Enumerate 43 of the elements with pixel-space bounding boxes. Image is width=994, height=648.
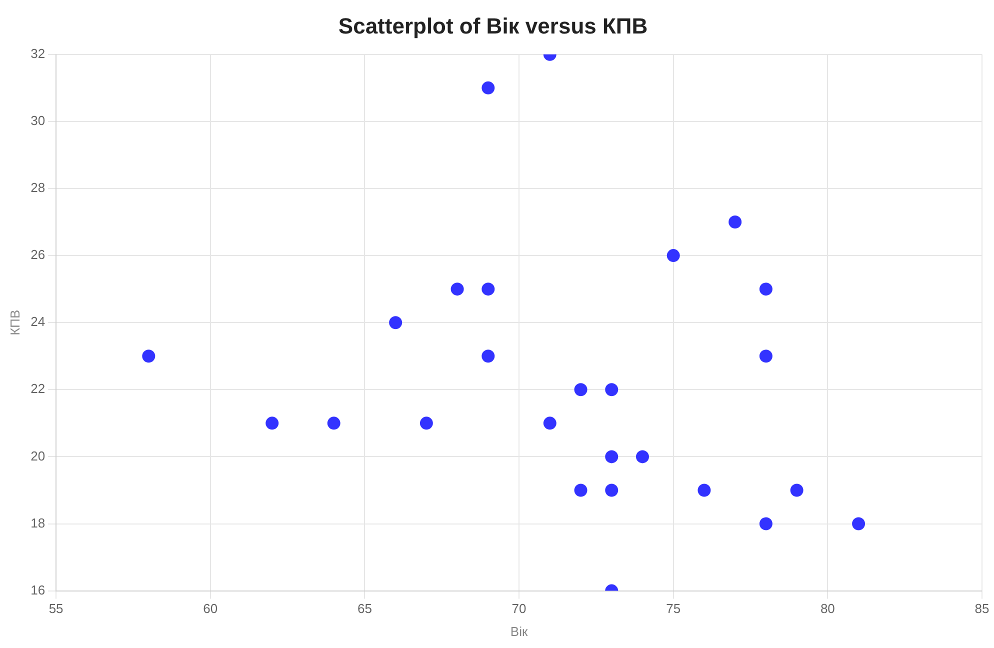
y-tick-label: 16 bbox=[30, 582, 46, 598]
point bbox=[759, 350, 772, 363]
point bbox=[666, 249, 680, 262]
y-tick-label: 28 bbox=[30, 180, 46, 196]
point bbox=[698, 484, 711, 497]
x-tick-label: 55 bbox=[48, 601, 64, 616]
y-tick-label: 24 bbox=[30, 314, 46, 330]
point bbox=[605, 484, 618, 497]
point bbox=[728, 216, 742, 229]
point bbox=[759, 282, 772, 296]
x-tick-label: 60 bbox=[203, 601, 218, 616]
y-tick-label: 18 bbox=[30, 515, 46, 530]
x-tick-label: 75 bbox=[666, 601, 681, 616]
point bbox=[605, 450, 618, 464]
point bbox=[482, 81, 495, 94]
point bbox=[450, 282, 464, 296]
y-tick-label: 32 bbox=[30, 46, 46, 61]
point bbox=[327, 416, 340, 430]
y-tick-label: 30 bbox=[30, 113, 46, 128]
point bbox=[759, 517, 772, 530]
x-tick-label: 70 bbox=[512, 601, 526, 616]
y-tick-label: 26 bbox=[30, 247, 46, 262]
point bbox=[852, 517, 866, 530]
y-tick-label: 20 bbox=[30, 448, 46, 464]
point bbox=[543, 416, 556, 430]
x-tick-label: 65 bbox=[357, 601, 372, 616]
x-tick-label: 80 bbox=[820, 601, 835, 616]
point bbox=[482, 282, 495, 296]
x-axis-title: Вік bbox=[510, 624, 528, 639]
point bbox=[790, 484, 804, 497]
y-tick-label: 22 bbox=[30, 381, 46, 396]
point bbox=[266, 416, 279, 430]
point bbox=[420, 416, 433, 430]
point bbox=[389, 316, 402, 330]
x-tick-label: 85 bbox=[974, 601, 990, 616]
point bbox=[636, 450, 649, 464]
point bbox=[482, 350, 495, 363]
point bbox=[142, 350, 156, 363]
point bbox=[574, 383, 588, 396]
y-axis-title: КПВ bbox=[7, 310, 22, 336]
point bbox=[605, 383, 618, 396]
chart-title: Scatterplot of Вік versus КПВ bbox=[338, 13, 648, 38]
point bbox=[574, 484, 588, 497]
